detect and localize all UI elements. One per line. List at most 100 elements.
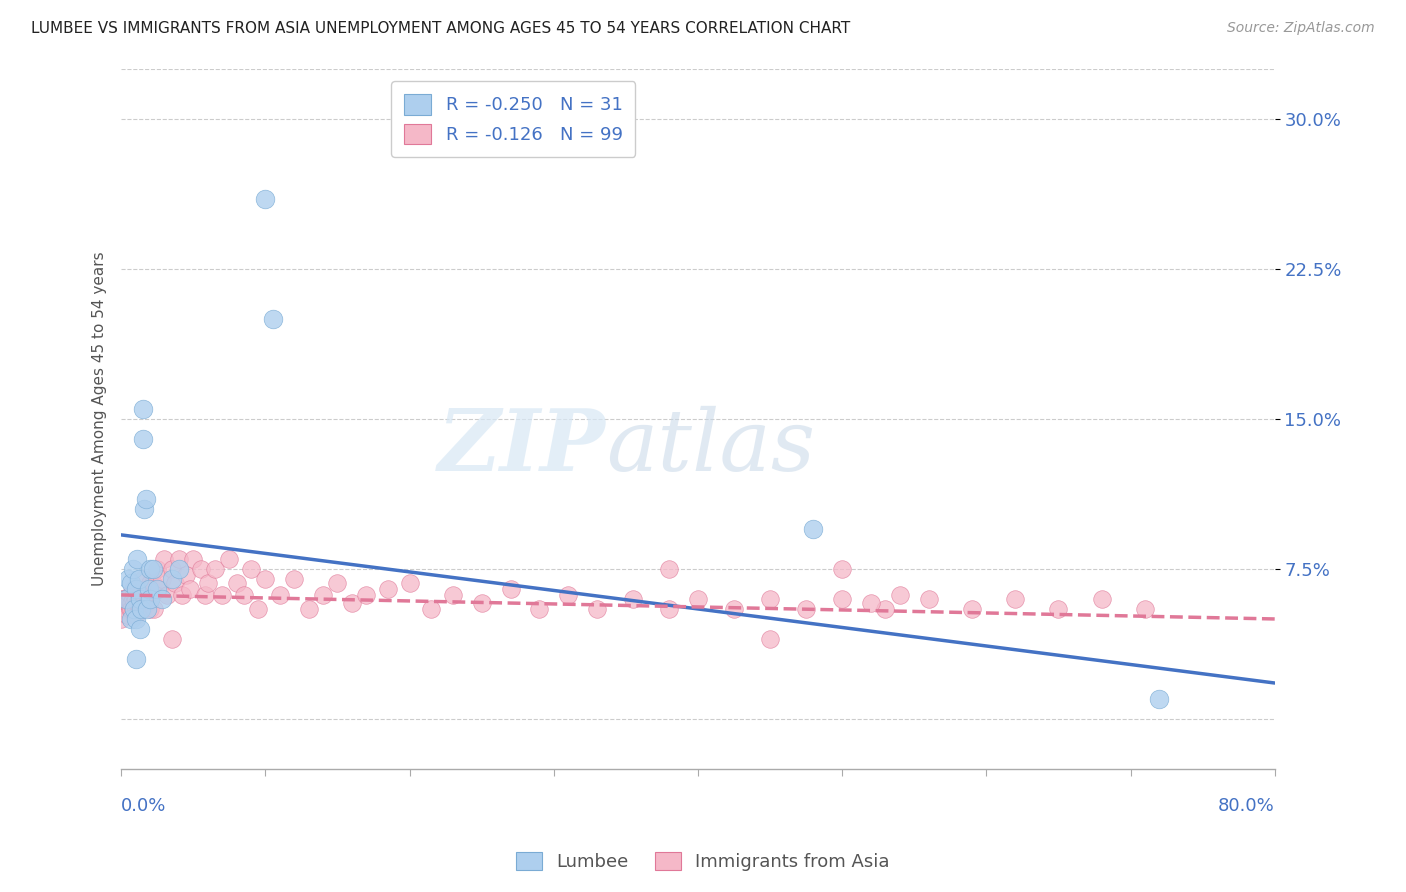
Point	[398, 576, 420, 591]
Point	[190, 562, 212, 576]
Point	[118, 602, 141, 616]
Point	[160, 632, 183, 646]
Point	[121, 562, 143, 576]
Point	[167, 562, 190, 576]
Point	[340, 596, 363, 610]
Point	[831, 591, 853, 606]
Point	[122, 596, 145, 610]
Point	[170, 588, 193, 602]
Point	[218, 552, 240, 566]
Y-axis label: Unemployment Among Ages 45 to 54 years: Unemployment Among Ages 45 to 54 years	[93, 252, 107, 586]
Point	[118, 588, 141, 602]
Point	[312, 588, 335, 602]
Point	[658, 562, 681, 576]
Point	[124, 602, 146, 616]
Point	[420, 602, 443, 616]
Point	[142, 562, 165, 576]
Point	[204, 562, 226, 576]
Point	[254, 192, 277, 206]
Point	[225, 576, 247, 591]
Point	[1133, 602, 1156, 616]
Point	[124, 582, 146, 596]
Point	[132, 602, 155, 616]
Point	[114, 602, 136, 616]
Point	[112, 596, 135, 610]
Point	[794, 602, 817, 616]
Point	[326, 576, 349, 591]
Point	[141, 582, 163, 596]
Point	[658, 602, 681, 616]
Point	[356, 588, 378, 602]
Point	[917, 591, 939, 606]
Point	[128, 602, 150, 616]
Point	[138, 591, 160, 606]
Point	[146, 582, 169, 596]
Point	[1047, 602, 1070, 616]
Point	[129, 591, 152, 606]
Point	[114, 591, 136, 606]
Point	[139, 602, 162, 616]
Text: LUMBEE VS IMMIGRANTS FROM ASIA UNEMPLOYMENT AMONG AGES 45 TO 54 YEARS CORRELATIO: LUMBEE VS IMMIGRANTS FROM ASIA UNEMPLOYM…	[31, 21, 851, 37]
Text: atlas: atlas	[606, 406, 815, 488]
Point	[759, 632, 782, 646]
Point	[124, 612, 146, 626]
Point	[801, 522, 824, 536]
Point	[110, 612, 132, 626]
Point	[163, 576, 186, 591]
Point	[759, 591, 782, 606]
Point	[135, 491, 157, 506]
Point	[132, 588, 155, 602]
Point	[831, 562, 853, 576]
Point	[128, 572, 150, 586]
Point	[557, 588, 579, 602]
Point	[686, 591, 709, 606]
Point	[232, 588, 254, 602]
Point	[115, 607, 138, 622]
Point	[269, 588, 291, 602]
Point	[120, 602, 142, 616]
Point	[167, 552, 190, 566]
Point	[125, 596, 148, 610]
Point	[125, 552, 148, 566]
Point	[136, 596, 159, 610]
Point	[129, 588, 152, 602]
Point	[148, 582, 170, 596]
Point	[124, 652, 146, 666]
Point	[586, 602, 609, 616]
Point	[139, 562, 162, 576]
Point	[1149, 692, 1171, 706]
Point	[138, 582, 160, 596]
Point	[859, 596, 882, 610]
Legend: Lumbee, Immigrants from Asia: Lumbee, Immigrants from Asia	[509, 845, 897, 879]
Point	[960, 602, 983, 616]
Point	[441, 588, 464, 602]
Point	[197, 576, 219, 591]
Point	[471, 596, 494, 610]
Point	[298, 602, 321, 616]
Point	[124, 607, 146, 622]
Point	[120, 596, 142, 610]
Point	[723, 602, 745, 616]
Point	[146, 562, 169, 576]
Point	[139, 576, 162, 591]
Point	[160, 562, 183, 576]
Point	[121, 591, 143, 606]
Point	[128, 591, 150, 606]
Point	[125, 582, 148, 596]
Point	[132, 432, 155, 446]
Point	[156, 588, 179, 602]
Text: Source: ZipAtlas.com: Source: ZipAtlas.com	[1227, 21, 1375, 36]
Point	[129, 622, 152, 636]
Point	[132, 572, 155, 586]
Point	[120, 576, 142, 591]
Point	[174, 568, 197, 582]
Point	[110, 591, 132, 606]
Point	[122, 602, 145, 616]
Point	[262, 311, 284, 326]
Point	[283, 572, 305, 586]
Point	[131, 602, 153, 616]
Text: 80.0%: 80.0%	[1218, 797, 1275, 815]
Point	[240, 562, 263, 576]
Legend: R = -0.250   N = 31, R = -0.126   N = 99: R = -0.250 N = 31, R = -0.126 N = 99	[391, 81, 636, 157]
Point	[529, 602, 551, 616]
